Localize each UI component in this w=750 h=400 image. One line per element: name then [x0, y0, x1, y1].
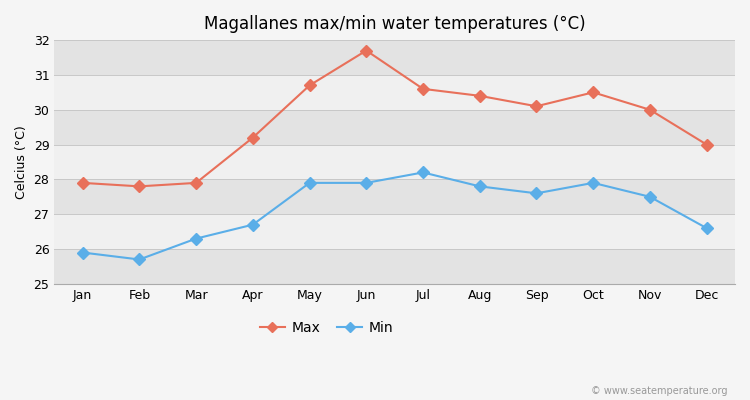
Max — [248, 135, 257, 140]
Min — [362, 180, 370, 185]
Y-axis label: Celcius (°C): Celcius (°C) — [15, 125, 28, 199]
Title: Magallanes max/min water temperatures (°C): Magallanes max/min water temperatures (°… — [204, 15, 586, 33]
Bar — [54, 144, 735, 179]
Max — [476, 94, 484, 98]
Bar — [54, 40, 735, 75]
Line: Min: Min — [79, 168, 711, 264]
Bar — [54, 214, 735, 249]
Max — [305, 83, 314, 88]
Min — [702, 226, 711, 230]
Legend: Max, Min: Max, Min — [254, 315, 399, 340]
Bar — [54, 179, 735, 214]
Min — [476, 184, 484, 189]
Max — [78, 180, 87, 185]
Min — [191, 236, 200, 241]
Min — [419, 170, 428, 175]
Max — [191, 180, 200, 185]
Line: Max: Max — [79, 46, 711, 190]
Bar — [54, 75, 735, 110]
Min — [135, 257, 144, 262]
Bar — [54, 110, 735, 144]
Max — [135, 184, 144, 189]
Max — [646, 107, 655, 112]
Min — [305, 180, 314, 185]
Min — [248, 222, 257, 227]
Min — [589, 180, 598, 185]
Max — [589, 90, 598, 95]
Min — [646, 194, 655, 199]
Max — [532, 104, 541, 109]
Max — [702, 142, 711, 147]
Max — [362, 48, 370, 53]
Min — [78, 250, 87, 255]
Max — [419, 86, 428, 91]
Bar — [54, 249, 735, 284]
Min — [532, 191, 541, 196]
Text: © www.seatemperature.org: © www.seatemperature.org — [591, 386, 728, 396]
